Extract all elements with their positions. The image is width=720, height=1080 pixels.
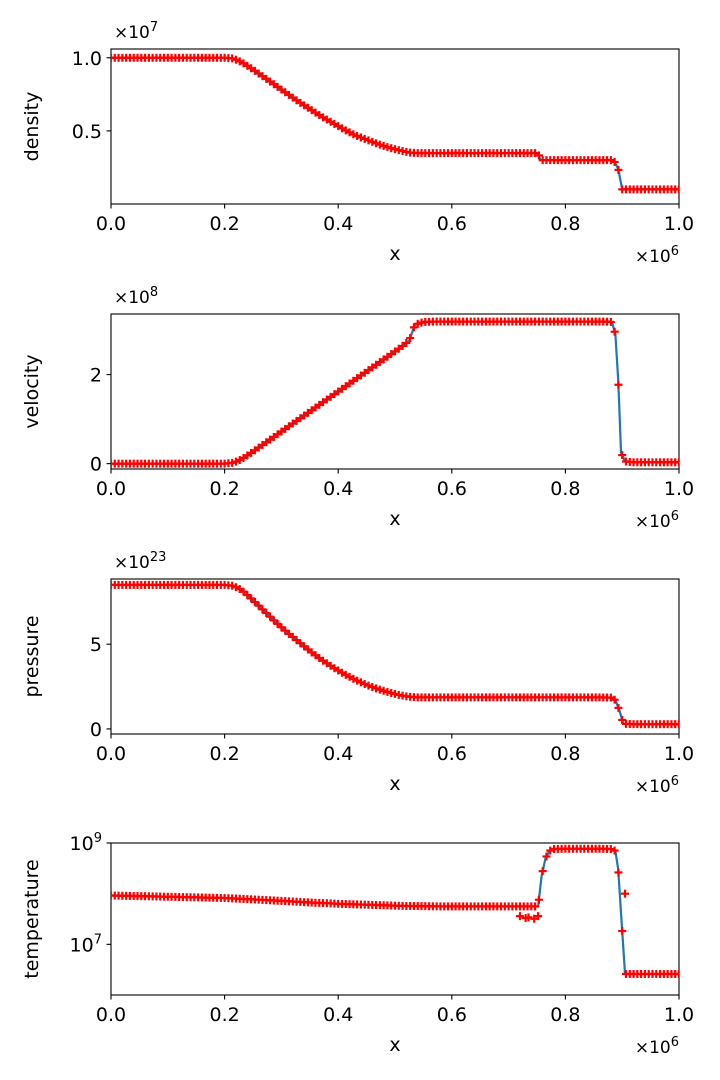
x-tick-label: 0.2 [209,213,239,235]
data-markers [111,580,679,729]
x-tick-label: 0.6 [437,213,467,235]
series-group [111,580,679,729]
x-tick-label: 1.0 [664,743,694,765]
y-axis-label: temperature [21,859,43,978]
y-offset-text: ×108 [114,285,158,308]
x-offset-text: ×106 [635,509,679,532]
y-offset-text: ×107 [114,20,158,43]
data-markers [111,844,679,978]
x-tick-label: 0.6 [437,743,467,765]
axes-frame [110,842,680,996]
x-tick-label: 1.0 [664,213,694,235]
chart-velocity: 0.0 0.2 0.4 0.6 0.8 1.0 0 2 ×108 x ×106 velocity [21,285,694,532]
axes-frame [110,313,680,470]
series-group [111,844,679,978]
x-tick-label: 0.0 [96,478,126,500]
y-tick-label: 0.5 [72,121,102,143]
data-line [111,847,679,976]
x-offset-text: ×106 [635,774,679,797]
data-line [111,583,679,726]
x-tick-label: 0.4 [323,743,353,765]
y-offset-text: ×1023 [114,550,166,573]
axes-frame [110,48,680,205]
x-axis-label: x [389,243,400,265]
y-axis-label: pressure [21,615,43,697]
x-tick-label: 0.6 [437,1004,467,1026]
data-markers [111,53,679,194]
y-axis-label: density [21,92,43,162]
x-tick-label: 0.8 [550,478,580,500]
x-tick-label: 0.8 [550,213,580,235]
panel-temperature: 0.0 0.2 0.4 0.6 0.8 1.0 107 109 x ×106 temperature [0,795,720,1065]
y-tick-label: 107 [70,932,102,956]
chart-pressure: 0.0 0.2 0.4 0.6 0.8 1.0 0 5 ×1023 x ×106 pressure [21,550,694,797]
x-tick-label: 1.0 [664,478,694,500]
x-tick-label: 0.6 [437,478,467,500]
series-group [111,317,679,468]
axes-frame [110,578,680,735]
chart-temperature: 0.0 0.2 0.4 0.6 0.8 1.0 107 109 x ×106 temperature [21,831,694,1058]
x-axis-label: x [389,1034,400,1056]
panel-pressure: 0.0 0.2 0.4 0.6 0.8 1.0 0 5 ×1023 x ×106 pressure [0,530,720,800]
data-markers [111,317,679,468]
x-tick-label: 0.2 [209,743,239,765]
series-group [111,53,679,194]
x-offset-text: ×106 [635,1035,679,1058]
y-tick-label: 0 [90,719,102,741]
panel-density: 0.0 0.2 0.4 0.6 0.8 1.0 0.5 1.0 ×107 x ×106 density [0,0,720,270]
x-tick-label: 0.0 [96,213,126,235]
y-tick-label: 2 [90,365,102,387]
x-offset-text: ×106 [635,244,679,267]
x-tick-label: 0.2 [209,478,239,500]
x-axis-label: x [389,508,400,530]
x-tick-label: 0.8 [550,743,580,765]
data-line [111,56,679,191]
x-tick-label: 1.0 [664,1004,694,1026]
x-axis-label: x [389,773,400,795]
x-tick-label: 0.8 [550,1004,580,1026]
y-tick-label: 5 [90,634,102,656]
x-tick-label: 0.4 [323,213,353,235]
panel-velocity: 0.0 0.2 0.4 0.6 0.8 1.0 0 2 ×108 x ×106 velocity [0,265,720,535]
data-markers [515,889,630,923]
x-tick-label: 0.4 [323,478,353,500]
data-line [111,320,679,465]
x-tick-label: 0.2 [209,1004,239,1026]
y-tick-label: 1.0 [72,48,102,70]
x-tick-label: 0.0 [96,743,126,765]
x-tick-label: 0.4 [323,1004,353,1026]
y-tick-label: 0 [90,454,102,476]
x-tick-label: 0.0 [96,1004,126,1026]
chart-density: 0.0 0.2 0.4 0.6 0.8 1.0 0.5 1.0 ×107 x ×106 density [21,20,694,267]
y-axis-label: velocity [21,354,43,428]
y-tick-label: 109 [70,831,102,855]
